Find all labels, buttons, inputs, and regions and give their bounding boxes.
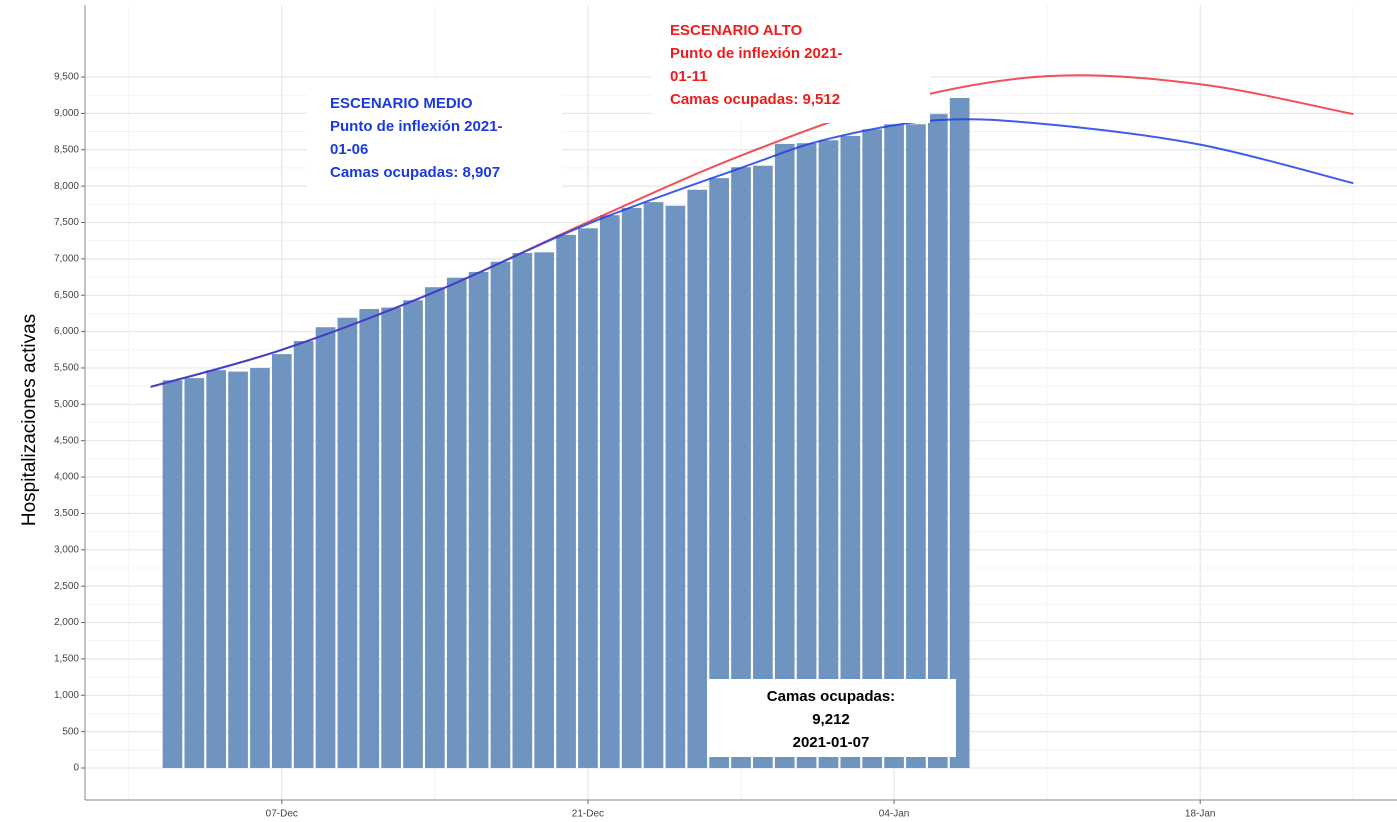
y-tick-label: 500 [62,726,79,737]
annotation-text: 01-11 [670,68,708,85]
bar [949,97,970,768]
x-tick-label: 07-Dec [266,809,298,820]
x-tick-label: 18-Jan [1185,809,1216,820]
annotation-text: 2021-01-07 [793,734,870,751]
annotation-text: Camas ocupadas: 8,907 [330,164,500,181]
y-tick-label: 5,500 [54,363,79,374]
bar [490,261,511,768]
y-tick-label: 1,000 [54,690,79,701]
annotation-text: Camas ocupadas: 9,512 [670,91,840,108]
bar [927,114,948,768]
y-tick-label: 3,500 [54,508,79,519]
y-tick-label: 1,500 [54,654,79,665]
bar [446,277,467,768]
y-tick-label: 2,500 [54,581,79,592]
bar [315,327,336,768]
trend-line [150,118,1354,388]
bar [643,202,664,768]
y-tick-label: 8,500 [54,144,79,155]
bar [512,253,533,768]
bar [425,287,445,768]
y-tick-label: 9,500 [54,72,79,83]
bar [884,124,904,768]
x-tick-label: 21-Dec [572,809,604,820]
annotation-text: 01-06 [330,141,368,158]
annotation-box [707,679,956,757]
y-tick-label: 3,000 [54,544,79,555]
bar [774,143,795,768]
bar [709,178,729,768]
y-tick-label: 4,000 [54,472,79,483]
annotation-text: Punto de inflexión 2021- [670,45,843,62]
y-tick-label: 5,000 [54,399,79,410]
y-tick-label: 8,000 [54,181,79,192]
bar [403,300,423,768]
bar [731,167,751,768]
y-tick-label: 4,500 [54,435,79,446]
bar [250,367,270,768]
bar [228,371,248,768]
bar [162,380,183,768]
bar [206,370,227,768]
annotation-text: Camas ocupadas: [767,688,895,705]
bar [621,207,642,768]
bar [381,307,401,768]
bar [687,189,708,768]
bar [818,140,839,768]
x-tick-label: 04-Jan [879,809,910,820]
y-tick-label: 7,000 [54,253,79,264]
bar [337,317,358,768]
bar [359,309,380,768]
y-tick-label: 2,000 [54,617,79,628]
bar [862,129,883,768]
annotation-box [652,5,930,123]
bar [599,215,620,768]
bar [906,124,926,768]
bar [184,378,205,768]
annotation-text: Punto de inflexión 2021- [330,118,503,135]
bar [534,252,555,768]
bar [665,205,686,768]
bar [556,234,576,768]
annotation-box [307,78,562,198]
y-tick-label: 9,000 [54,108,79,119]
bar [293,341,314,768]
bar [271,354,292,768]
y-tick-label: 6,500 [54,290,79,301]
y-tick-label: 7,500 [54,217,79,228]
y-axis-label: Hospitalizaciones activas [19,314,40,526]
annotation-text: 9,212 [812,711,850,728]
bar [840,135,861,768]
bar [468,271,489,768]
bar [578,228,598,768]
annotation-text: ESCENARIO ALTO [670,22,803,39]
annotation-text: ESCENARIO MEDIO [330,95,473,112]
bar [796,143,817,768]
bar [753,165,773,768]
y-tick-label: 6,000 [54,326,79,337]
y-tick-label: 0 [73,763,79,774]
